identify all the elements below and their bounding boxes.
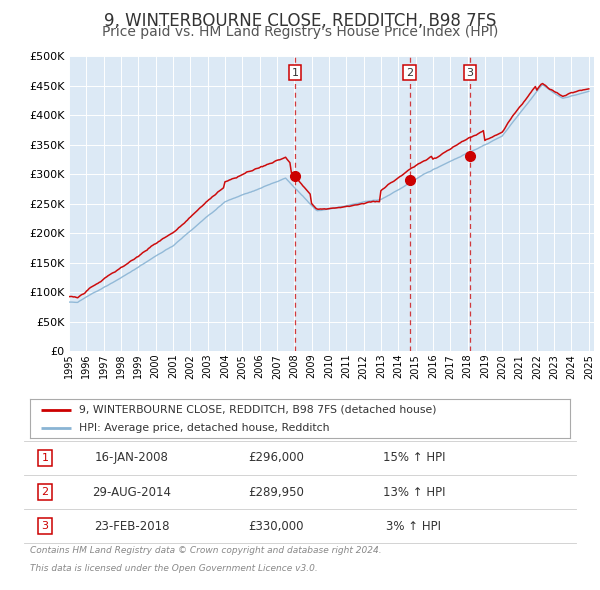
Text: Contains HM Land Registry data © Crown copyright and database right 2024.: Contains HM Land Registry data © Crown c… — [30, 546, 382, 555]
Text: 16-JAN-2008: 16-JAN-2008 — [95, 451, 169, 464]
Text: £289,950: £289,950 — [248, 486, 304, 499]
Text: 2: 2 — [406, 68, 413, 77]
Text: 3% ↑ HPI: 3% ↑ HPI — [386, 520, 442, 533]
Text: 29-AUG-2014: 29-AUG-2014 — [92, 486, 172, 499]
Text: This data is licensed under the Open Government Licence v3.0.: This data is licensed under the Open Gov… — [30, 564, 318, 573]
Text: 2: 2 — [41, 487, 49, 497]
Text: 9, WINTERBOURNE CLOSE, REDDITCH, B98 7FS: 9, WINTERBOURNE CLOSE, REDDITCH, B98 7FS — [104, 12, 496, 30]
Text: HPI: Average price, detached house, Redditch: HPI: Average price, detached house, Redd… — [79, 423, 329, 433]
Text: £296,000: £296,000 — [248, 451, 304, 464]
Text: 9, WINTERBOURNE CLOSE, REDDITCH, B98 7FS (detached house): 9, WINTERBOURNE CLOSE, REDDITCH, B98 7FS… — [79, 405, 436, 415]
Text: 1: 1 — [41, 453, 49, 463]
Text: 3: 3 — [466, 68, 473, 77]
Text: 15% ↑ HPI: 15% ↑ HPI — [383, 451, 445, 464]
Text: 3: 3 — [41, 522, 49, 531]
Text: 23-FEB-2018: 23-FEB-2018 — [94, 520, 170, 533]
Text: 13% ↑ HPI: 13% ↑ HPI — [383, 486, 445, 499]
Text: 1: 1 — [292, 68, 298, 77]
Text: Price paid vs. HM Land Registry's House Price Index (HPI): Price paid vs. HM Land Registry's House … — [102, 25, 498, 40]
Text: £330,000: £330,000 — [248, 520, 304, 533]
